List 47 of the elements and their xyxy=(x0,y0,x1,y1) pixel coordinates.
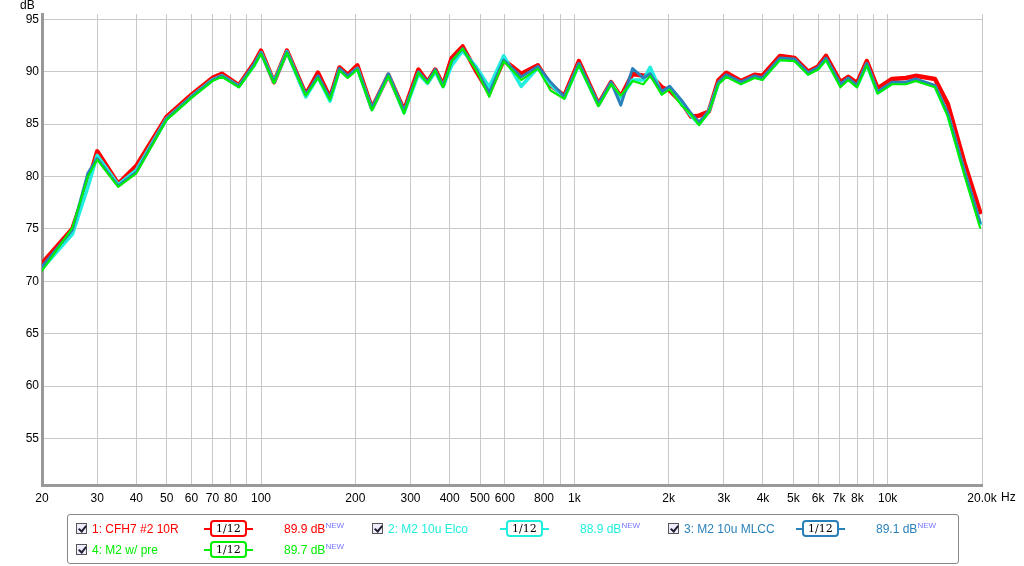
text: 89.1 dB$^{NEW}$ xyxy=(876,521,937,536)
x-tick-label: 7k xyxy=(832,491,847,506)
x-tick-label: 20.0k xyxy=(967,491,998,506)
x-tick-label: 3k xyxy=(717,491,732,506)
text: 3: M2 10u MLCC xyxy=(684,521,776,536)
y-tick-label: 70 xyxy=(25,273,40,288)
x-tick-label: 800 xyxy=(533,491,555,506)
x-tick-label: 60 xyxy=(184,491,199,506)
y-tick-label: 85 xyxy=(25,116,40,131)
x-tick-label: 1k xyxy=(568,491,582,506)
x-tick-label: 50 xyxy=(160,491,174,506)
x-tick-label: 4k xyxy=(756,491,771,506)
x-tick-label: 40 xyxy=(129,491,144,506)
x-tick-label: 100 xyxy=(250,491,272,506)
x-tick-label: 300 xyxy=(400,491,421,506)
x-tick-label: 30 xyxy=(90,491,105,506)
text: 1/12 xyxy=(210,520,247,537)
y-tick-label: 90 xyxy=(25,63,40,78)
y-tick-label: 80 xyxy=(25,168,40,183)
text: 89.9 dB$^{NEW}$ xyxy=(284,521,345,536)
y-tick-label: 75 xyxy=(25,221,40,236)
text: 88.9 dB$^{NEW}$ xyxy=(580,521,641,536)
x-tick-label: 20 xyxy=(35,491,49,506)
text: 1: CFH7 #2 10R xyxy=(92,521,180,536)
y-axis-title: dB xyxy=(20,0,35,13)
x-tick-label: 2k xyxy=(662,491,676,506)
text: 1/12 xyxy=(802,520,839,537)
x-tick-label: 80 xyxy=(223,491,238,506)
x-tick-label: 400 xyxy=(439,491,460,506)
text: 1/12 xyxy=(210,541,247,558)
x-axis-title: Hz xyxy=(1001,489,1016,504)
text: 4: M2 w/ pre xyxy=(92,542,160,557)
x-tick-label: 8k xyxy=(850,491,865,506)
x-tick-label: 500 xyxy=(470,491,491,506)
text: 2: M2 10u Elco xyxy=(388,521,470,536)
x-tick-label: 200 xyxy=(345,491,366,506)
text: 89.7 dB$^{NEW}$ xyxy=(284,542,345,557)
y-tick-label: 60 xyxy=(25,378,40,393)
text: 1/12 xyxy=(506,520,543,537)
x-tick-label: 5k xyxy=(787,491,801,506)
y-tick-label: 95 xyxy=(25,11,40,26)
y-tick-label: 65 xyxy=(25,325,40,340)
x-tick-label: 600 xyxy=(494,491,516,506)
x-tick-label: 6k xyxy=(811,491,826,506)
y-tick-label: 55 xyxy=(25,430,40,445)
x-tick-label: 70 xyxy=(205,491,220,506)
x-tick-label: 10k xyxy=(878,491,899,506)
